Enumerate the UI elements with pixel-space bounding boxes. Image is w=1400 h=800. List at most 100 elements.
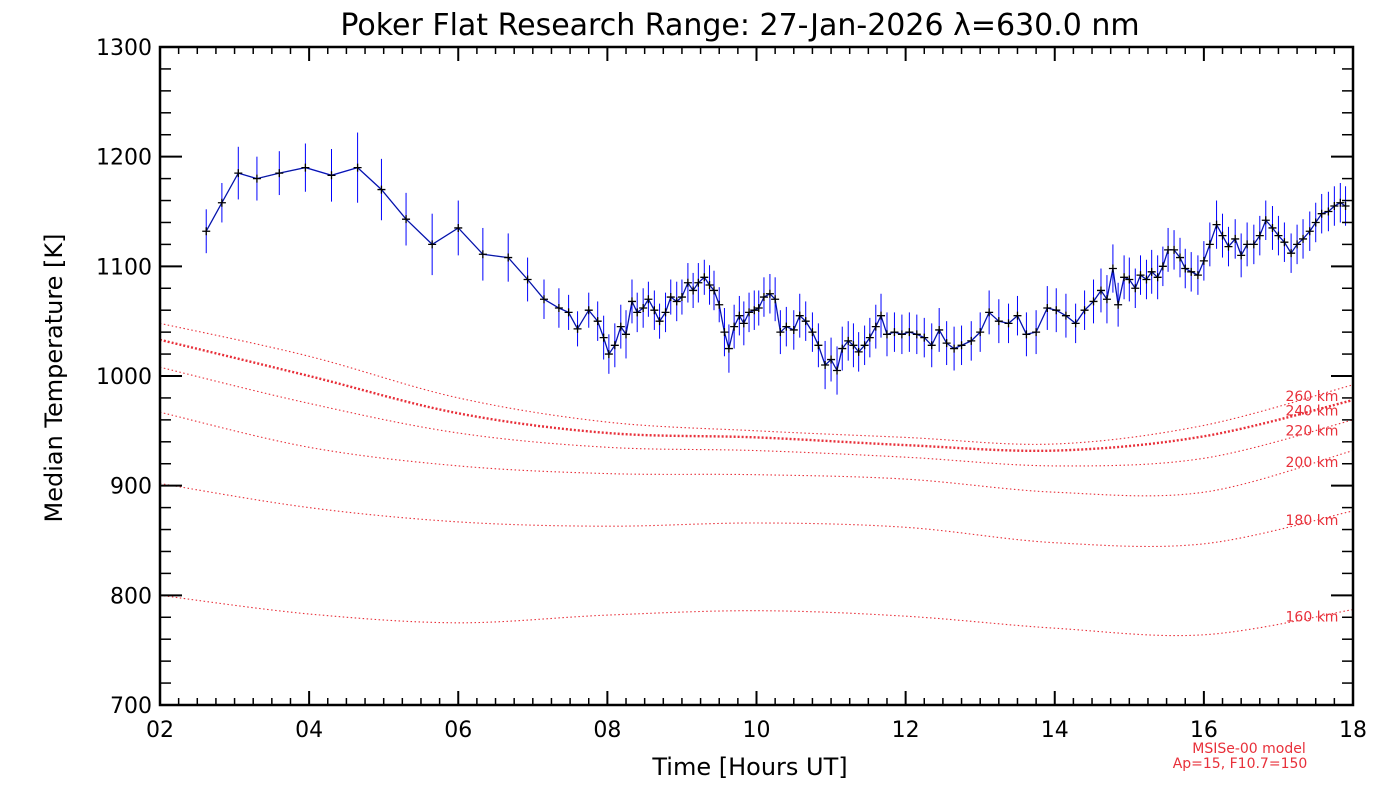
x-tick-label: 12 [892,718,920,743]
model-curve-label: 200 km [1286,455,1339,471]
data-point-marker [1061,311,1070,320]
data-point-marker [1237,251,1246,260]
data-point-marker [593,317,602,326]
data-point-marker [942,339,951,348]
y-tick-label: 700 [110,694,152,719]
data-point-marker [1311,218,1320,227]
data-point-marker [1004,319,1013,328]
data-point-marker [402,215,411,224]
data-point-marker [1147,267,1156,276]
data-point-marker [689,286,698,295]
data-point-marker [639,304,648,313]
data-point-marker [1280,238,1289,247]
model-curve-160-km [159,594,1354,637]
data-point-marker [789,325,798,334]
y-tick-label: 1200 [96,146,152,171]
data-point-marker [1080,306,1089,315]
data-point-marker [1176,253,1185,262]
data-point-marker [627,297,636,306]
data-point-marker [905,328,914,337]
x-tick-label: 04 [295,718,323,743]
data-point-marker [1249,240,1258,249]
data-point-marker [782,322,791,331]
data-point-marker [827,355,836,364]
data-point-marker [650,306,659,315]
axis-ticks [159,46,1354,706]
data-point-marker [882,330,891,339]
data-point-marker [252,174,261,183]
data-point-marker [821,361,830,370]
data-point-marker [428,240,437,249]
data-point-marker [730,322,739,331]
data-point-marker [573,324,582,333]
data-point-marker [759,293,768,302]
data-point-marker [1287,249,1296,258]
data-point-marker [1013,311,1022,320]
y-tick-label: 800 [110,584,152,609]
data-point-marker [202,227,211,236]
data-point-marker [1181,264,1190,273]
data-point-marker [920,333,929,342]
data-point-marker [709,286,718,295]
y-tick-label: 900 [110,475,152,500]
data-point-marker [801,317,810,326]
model-curve-label: 220 km [1286,424,1339,440]
model-name-note: MSISe-00 model [1192,741,1306,757]
data-point-marker [1108,264,1117,273]
data-point-marker [985,308,994,317]
data-point-marker [1102,295,1111,304]
data-point-marker [504,253,513,262]
data-point-marker [1193,271,1202,280]
x-tick-label: 16 [1190,718,1218,743]
data-point-marker [1142,275,1151,284]
data-point-marker [1032,328,1041,337]
data-point-marker [808,328,817,337]
data-point-marker [584,306,593,315]
data-point-marker [1274,231,1283,240]
data-point-marker [478,250,487,259]
data-point-marker [745,308,754,317]
data-point-marker [353,163,362,172]
data-point-marker [683,278,692,287]
data-point-marker [967,336,976,345]
data-point-marker [1052,306,1061,315]
x-tick-label: 10 [743,718,771,743]
data-point-marker [776,328,785,337]
data-point-marker [912,330,921,339]
data-point-marker [539,295,548,304]
data-point-marker [700,273,709,282]
data-point-marker [1218,231,1227,240]
data-point-marker [622,330,631,339]
data-point-marker [1170,245,1179,254]
data-point-marker [599,333,608,342]
data-point-marker [1153,273,1162,282]
model-curve-240-km [159,338,1354,453]
chart-title: Poker Flat Research Range: 27-Jan-2026 λ… [340,8,1139,43]
x-tick-label: 14 [1041,718,1069,743]
data-point-marker [844,336,853,345]
data-point-marker [957,341,966,350]
data-point-marker [1231,234,1240,243]
observed-series [202,132,1350,395]
data-point-marker [1224,242,1233,251]
data-point-marker [849,341,858,350]
model-curve-label: 160 km [1286,610,1339,626]
model-curves [159,322,1354,637]
data-point-marker [1243,240,1252,249]
y-tick-label: 1000 [96,365,152,390]
data-point-marker [739,319,748,328]
data-point-marker [554,304,563,313]
data-point-marker [897,330,906,339]
data-point-marker [633,308,642,317]
data-point-marker [950,344,959,353]
data-point-marker [1261,216,1270,225]
model-curve-200-km [159,411,1354,497]
x-tick-label: 08 [593,718,621,743]
data-point-marker [1268,223,1277,232]
data-point-marker [677,293,686,302]
data-point-marker [604,350,613,359]
data-point-marker [1120,273,1129,282]
data-point-marker [1341,202,1350,211]
model-curve-label: 180 km [1286,513,1339,529]
